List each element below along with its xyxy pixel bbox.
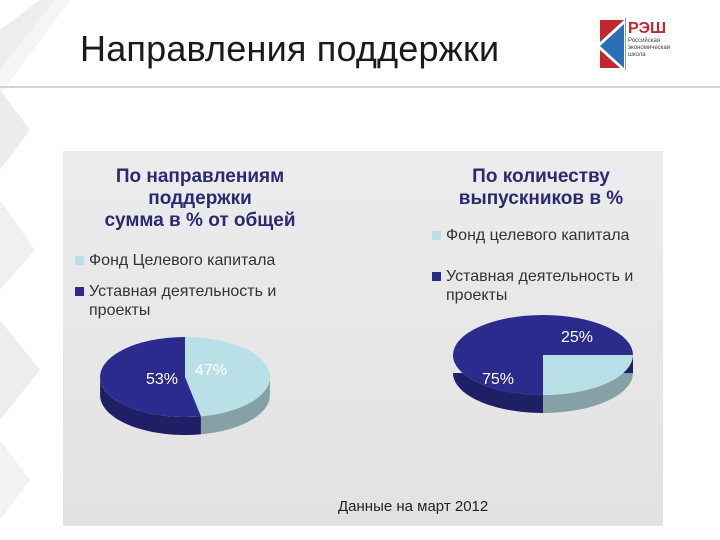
legend-label: проекты <box>89 302 151 319</box>
chart2-legend: Фонд целевого капитала Уставная деятельн… <box>432 226 672 317</box>
legend-label: Уставная деятельность и <box>446 268 634 285</box>
logo-name: РЭШ <box>628 20 667 37</box>
chart1-title-line: сумма в % от общей <box>104 210 296 231</box>
title-divider <box>0 86 720 88</box>
chart1-title: По направлениям поддержки сумма в % от о… <box>92 166 308 232</box>
legend-item-endowment: Фонд Целевого капитала <box>75 251 315 270</box>
logo-subtitle-line: экономическая <box>628 45 671 51</box>
legend-label: проекты <box>446 287 508 304</box>
logo-subtitle: Российская экономическая школа <box>628 38 684 59</box>
data-date-footnote: Данные на март 2012 <box>338 498 489 515</box>
chart1-title-line: поддержки <box>148 188 252 209</box>
legend-swatch <box>75 256 84 265</box>
legend-item-statutory: Уставная деятельность и проекты <box>432 267 672 305</box>
legend-swatch <box>432 272 441 281</box>
legend-label: Уставная деятельность и <box>89 283 277 300</box>
legend-label: Фонд Целевого капитала <box>89 252 276 269</box>
legend-item-endowment: Фонд целевого капитала <box>432 226 672 245</box>
legend-label: Фонд целевого капитала <box>446 227 630 244</box>
legend-swatch <box>432 231 441 240</box>
nes-logo-icon <box>598 16 686 72</box>
page-title: Направления поддержки <box>80 28 500 69</box>
chart1-legend: Фонд Целевого капитала Уставная деятельн… <box>75 251 315 332</box>
logo-subtitle-line: Российская <box>628 38 661 44</box>
chart1-title-line: По направлениям <box>115 166 285 187</box>
chart2-title-line: выпускников в % <box>458 188 624 209</box>
legend-swatch <box>75 287 84 296</box>
legend-item-statutory: Уставная деятельность и проекты <box>75 282 315 320</box>
chart2-title-line: По количеству <box>472 166 610 187</box>
chart2-title: По количеству выпускников в % <box>436 166 646 210</box>
logo-subtitle-line: школа <box>628 52 646 58</box>
